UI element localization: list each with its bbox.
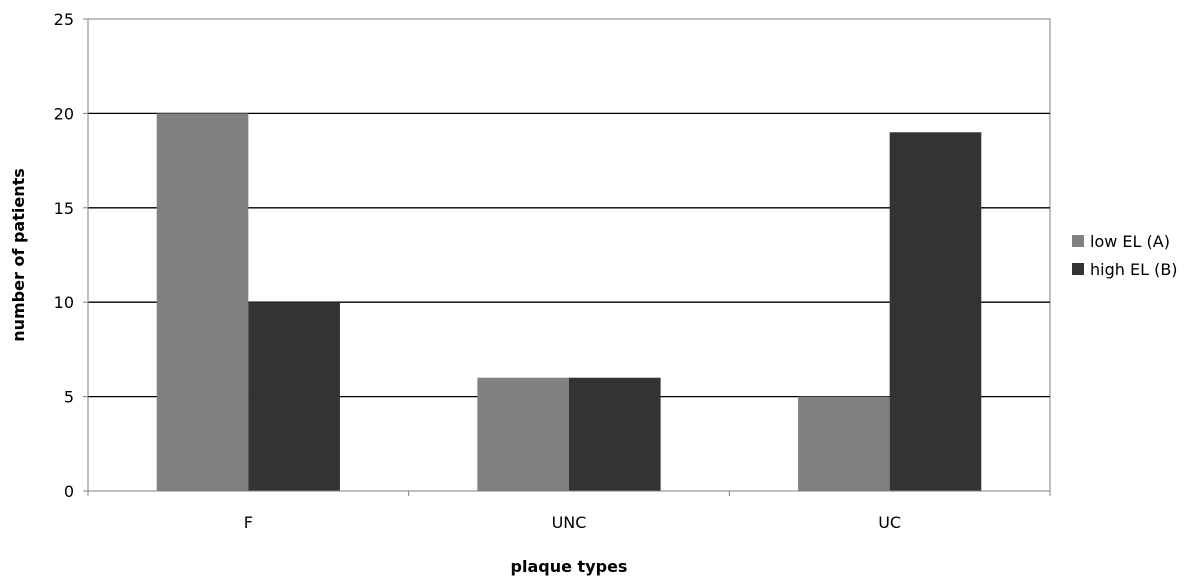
y-tick-label: 10	[54, 293, 74, 312]
y-tick-label: 5	[64, 388, 74, 407]
bars	[156, 113, 982, 492]
x-tick-label: UNC	[552, 513, 587, 532]
bar-high-el-b-uc	[889, 132, 982, 491]
y-tick-label: 0	[64, 482, 74, 501]
legend-swatch	[1072, 263, 1084, 275]
x-tick-label: F	[244, 513, 253, 532]
x-tick-label: UC	[878, 513, 901, 532]
y-tick-label: 15	[54, 199, 74, 218]
y-axis: 0 5 10 15 20 25	[54, 10, 89, 501]
legend-label: high EL (B)	[1090, 260, 1178, 279]
legend: low EL (A) high EL (B)	[1072, 232, 1178, 279]
x-axis: F UNC UC	[87, 490, 1051, 532]
legend-label: low EL (A)	[1090, 232, 1170, 251]
bar-high-el-b-f	[248, 302, 340, 491]
y-tick-label: 20	[54, 104, 74, 123]
bar-low-el-a-unc	[477, 377, 569, 491]
bar-high-el-b-unc	[569, 377, 661, 491]
bar-low-el-a-f	[156, 113, 249, 492]
x-axis-title: plaque types	[511, 557, 628, 576]
legend-swatch	[1072, 235, 1084, 247]
y-tick-label: 25	[54, 10, 74, 29]
y-axis-title: number of patients	[9, 168, 28, 342]
bar-low-el-a-uc	[798, 396, 890, 491]
